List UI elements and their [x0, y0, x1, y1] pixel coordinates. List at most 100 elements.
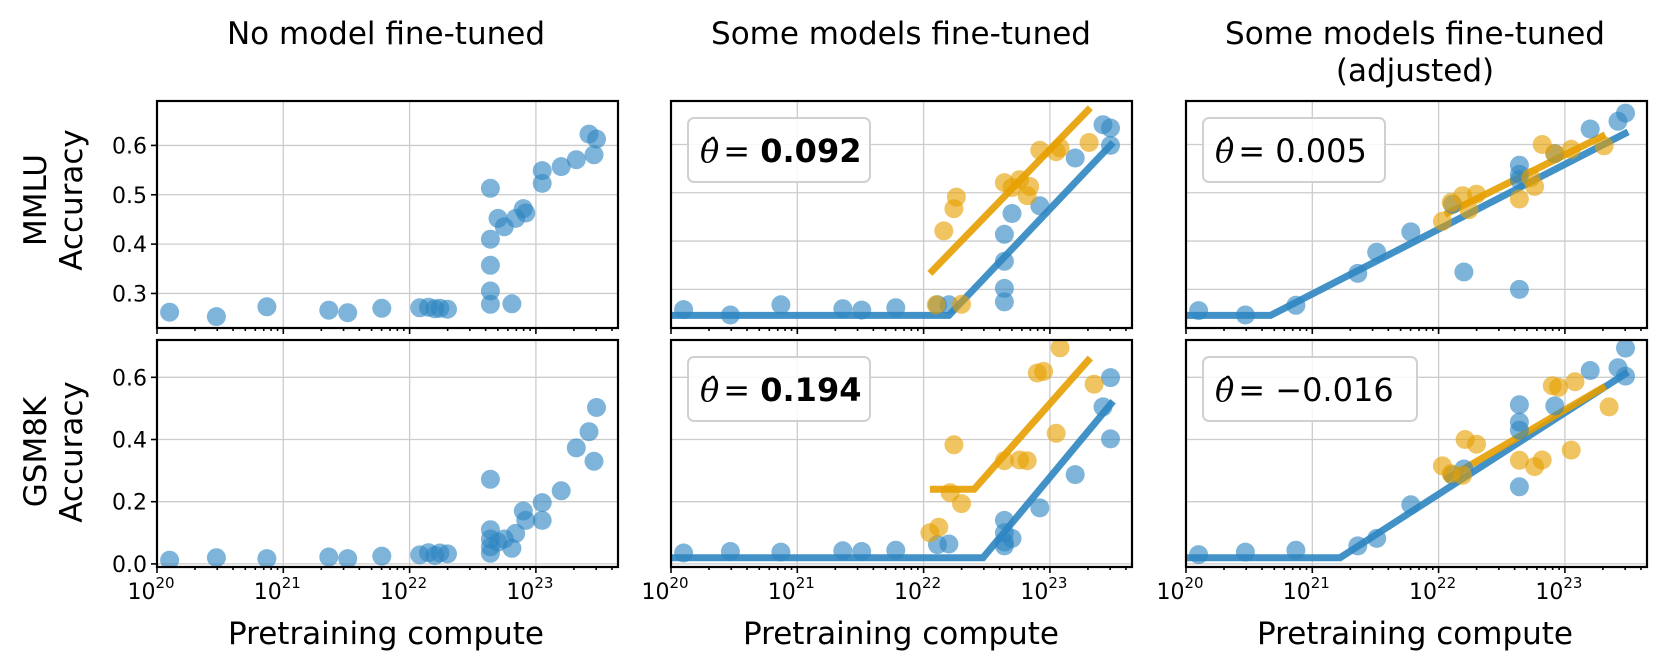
point-blue — [480, 178, 500, 198]
point-blue — [1348, 536, 1368, 556]
axes-frame — [669, 99, 1134, 330]
point-blue — [852, 542, 872, 561]
point-orange — [994, 451, 1014, 471]
plot-area — [671, 105, 1120, 325]
point-blue — [587, 398, 606, 417]
point-orange — [1084, 374, 1104, 394]
xtick-label: 1022 — [1409, 574, 1456, 605]
point-blue — [506, 523, 526, 543]
xtick-label: 1023 — [506, 574, 553, 605]
fit-line-blue — [1186, 369, 1630, 562]
point-blue — [1101, 118, 1120, 138]
ytick-label: 0.0 — [112, 553, 147, 578]
xtick-label: 1020 — [1156, 574, 1203, 605]
xtick-label: 1021 — [1283, 574, 1330, 605]
point-blue — [1401, 495, 1421, 515]
xlabel-col-1: Pretraining compute — [228, 616, 544, 652]
point-blue — [1616, 340, 1635, 358]
point-blue — [852, 300, 872, 320]
plot-area — [160, 398, 606, 567]
point-orange — [952, 494, 971, 514]
plot-area — [1186, 340, 1635, 565]
ytick-label: 0.2 — [112, 491, 147, 516]
ytick-label: 0.4 — [112, 233, 147, 258]
panel-6: 1020 1021 1022 1023 θ̂ = −0.016 — [1156, 338, 1649, 605]
point-blue — [438, 544, 457, 564]
point-blue — [1616, 103, 1635, 123]
point-blue — [939, 534, 959, 554]
point-blue — [1545, 396, 1565, 416]
xtick-label: 1021 — [254, 574, 301, 605]
point-orange — [1509, 189, 1529, 209]
column-title-2: Some models fine-tuned — [711, 16, 1091, 52]
point-blue — [1065, 148, 1085, 168]
point-orange — [1561, 139, 1581, 159]
point-blue — [551, 157, 571, 177]
point-blue — [1286, 295, 1306, 315]
point-blue — [502, 538, 522, 558]
point-orange — [1034, 361, 1054, 381]
point-blue — [257, 297, 277, 317]
point-blue — [1367, 528, 1387, 548]
point-blue — [1580, 119, 1600, 139]
axes-frame — [1184, 338, 1649, 569]
point-blue — [994, 251, 1014, 271]
point-blue — [319, 300, 339, 320]
ylabel-row-1-line2: Accuracy — [54, 129, 90, 271]
axes-frame — [1184, 99, 1649, 330]
point-blue — [206, 548, 226, 567]
point-blue — [994, 292, 1014, 312]
point-orange — [944, 435, 964, 455]
point-blue — [886, 540, 906, 560]
point-blue — [886, 298, 906, 318]
ylabel-row-2-line2: Accuracy — [54, 381, 90, 523]
point-blue — [771, 295, 791, 315]
point-blue — [257, 549, 277, 567]
point-blue — [584, 145, 604, 165]
fit-line-blue — [671, 140, 1116, 319]
point-orange — [1594, 136, 1614, 156]
point-blue — [372, 298, 392, 318]
point-orange — [929, 517, 949, 537]
point-blue — [160, 302, 180, 322]
axes-frame — [155, 338, 620, 569]
ytick-label: 0.3 — [112, 282, 147, 307]
theta-box — [1202, 117, 1386, 183]
point-orange — [1050, 340, 1070, 358]
point-orange — [1050, 138, 1070, 158]
point-blue — [516, 203, 536, 223]
ylabel-row-2: GSM8K Accuracy — [18, 381, 90, 523]
xtick-label: 1020 — [127, 574, 174, 605]
panel-4: 0.0 0.2 0.4 0.6 1020 1021 1022 1023 — [112, 338, 620, 605]
xtick-label: 1022 — [894, 574, 941, 605]
point-blue — [1401, 222, 1421, 242]
point-blue — [1235, 305, 1255, 325]
point-blue — [1616, 366, 1635, 386]
point-blue — [372, 546, 392, 566]
point-blue — [480, 281, 500, 301]
theta-annotation: θ̂ = 0.005 — [1215, 132, 1367, 170]
point-orange — [946, 187, 966, 207]
point-orange — [1525, 177, 1545, 196]
point-blue — [674, 300, 694, 320]
panel-3: θ̂ = 0.005 — [1184, 99, 1649, 334]
xtick-label: 1021 — [768, 574, 815, 605]
point-blue — [1101, 429, 1120, 449]
point-blue — [994, 224, 1014, 244]
point-blue — [1454, 262, 1474, 282]
point-orange — [1549, 377, 1569, 397]
point-orange — [926, 295, 946, 315]
point-blue — [1002, 528, 1022, 548]
point-blue — [1002, 204, 1022, 223]
point-blue — [587, 129, 606, 149]
point-blue — [579, 422, 599, 442]
theta-annotation: θ̂ = 0.092 — [700, 132, 861, 170]
panel-1: 0.3 0.4 0.5 0.6 — [112, 99, 620, 334]
point-blue — [1030, 498, 1050, 518]
point-blue — [1101, 368, 1120, 388]
column-title-1: No model fine-tuned — [227, 16, 545, 52]
point-orange — [1509, 450, 1529, 470]
ytick-label: 0.5 — [112, 184, 147, 209]
point-orange — [1545, 144, 1565, 164]
point-blue — [438, 299, 457, 319]
